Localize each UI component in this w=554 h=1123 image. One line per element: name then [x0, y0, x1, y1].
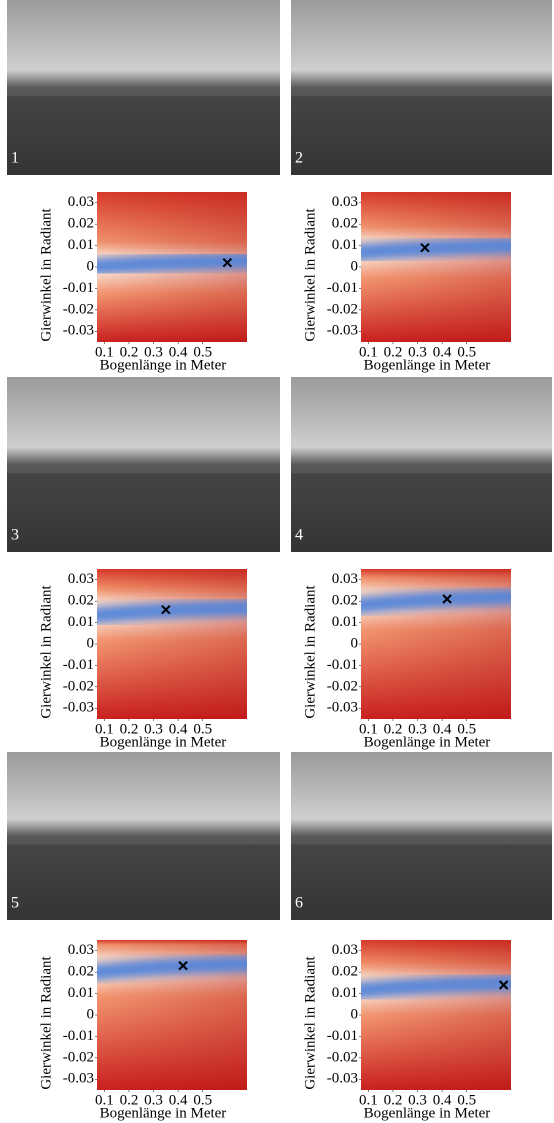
- x-axis-label: Bogenlänge in Meter: [100, 357, 227, 373]
- photo-road: [7, 473, 280, 552]
- y-tick-label: -0.02: [327, 1049, 358, 1065]
- y-axis-label: Gierwinkel in Radiant: [38, 585, 54, 719]
- y-axis-label: Gierwinkel in Radiant: [302, 956, 318, 1090]
- photo-road: [291, 96, 552, 175]
- y-tick-label: 0.02: [332, 964, 358, 980]
- photo-road: [291, 844, 552, 920]
- y-tick-label: 0.03: [68, 194, 94, 210]
- y-tick-label: 0.02: [68, 593, 94, 609]
- panel-label: 3: [11, 527, 19, 544]
- y-tick-label: 0: [87, 258, 95, 274]
- y-tick-label: -0.03: [63, 1071, 94, 1087]
- y-tick-label: -0.01: [63, 657, 94, 673]
- y-tick-label: 0.03: [68, 571, 94, 587]
- y-tick-label: 0.01: [332, 614, 358, 630]
- x-axis-label: Bogenlänge in Meter: [364, 1105, 491, 1121]
- y-tick-label: 0.03: [332, 194, 358, 210]
- y-tick-label: -0.01: [63, 280, 94, 296]
- y-tick-label: -0.03: [327, 1071, 358, 1087]
- heatmap-shade: [361, 192, 511, 342]
- y-tick-label: 0.01: [332, 237, 358, 253]
- y-tick-label: -0.03: [327, 700, 358, 716]
- y-tick-label: 0: [351, 258, 359, 274]
- y-tick-label: 0.01: [68, 237, 94, 253]
- y-tick-label: 0.02: [68, 216, 94, 232]
- y-tick-label: -0.03: [63, 323, 94, 339]
- y-tick-label: 0.01: [68, 985, 94, 1001]
- figure: 10.030.020.010-0.01-0.02-0.030.10.20.30.…: [0, 0, 554, 1123]
- panel-label: 4: [295, 527, 303, 544]
- x-axis-label: Bogenlänge in Meter: [364, 357, 491, 373]
- panel-label: 1: [11, 150, 19, 167]
- y-tick-label: 0.03: [332, 571, 358, 587]
- y-tick-label: -0.01: [327, 1028, 358, 1044]
- y-tick-label: -0.03: [63, 700, 94, 716]
- y-tick-label: -0.03: [327, 323, 358, 339]
- panel-label: 5: [11, 895, 19, 912]
- photo-road: [7, 844, 280, 920]
- y-tick-label: 0.03: [68, 942, 94, 958]
- y-tick-label: -0.01: [63, 1028, 94, 1044]
- y-tick-label: 0: [351, 635, 359, 651]
- heatmap-shade: [97, 569, 247, 719]
- y-axis-label: Gierwinkel in Radiant: [302, 208, 318, 342]
- x-axis-label: Bogenlänge in Meter: [364, 734, 491, 750]
- y-tick-label: 0: [351, 1006, 359, 1022]
- y-tick-label: 0.02: [332, 593, 358, 609]
- y-tick-label: -0.01: [327, 280, 358, 296]
- x-axis-label: Bogenlänge in Meter: [100, 734, 227, 750]
- panel-label: 2: [295, 150, 303, 167]
- y-tick-label: 0.02: [68, 964, 94, 980]
- y-tick-label: 0.01: [332, 985, 358, 1001]
- y-tick-label: 0: [87, 635, 95, 651]
- y-tick-label: -0.02: [63, 1049, 94, 1065]
- y-tick-label: -0.02: [327, 678, 358, 694]
- y-tick-label: 0.01: [68, 614, 94, 630]
- y-tick-label: 0.02: [332, 216, 358, 232]
- y-tick-label: -0.02: [327, 301, 358, 317]
- y-axis-label: Gierwinkel in Radiant: [38, 956, 54, 1090]
- panel-label: 6: [295, 895, 303, 912]
- y-axis-label: Gierwinkel in Radiant: [302, 585, 318, 719]
- y-axis-label: Gierwinkel in Radiant: [38, 208, 54, 342]
- y-tick-label: 0.03: [332, 942, 358, 958]
- y-tick-label: -0.02: [63, 301, 94, 317]
- photo-road: [291, 473, 552, 552]
- photo-road: [7, 96, 280, 175]
- y-tick-label: -0.02: [63, 678, 94, 694]
- y-tick-label: -0.01: [327, 657, 358, 673]
- heatmap-shade: [361, 940, 511, 1090]
- y-tick-label: 0: [87, 1006, 95, 1022]
- x-axis-label: Bogenlänge in Meter: [100, 1105, 227, 1121]
